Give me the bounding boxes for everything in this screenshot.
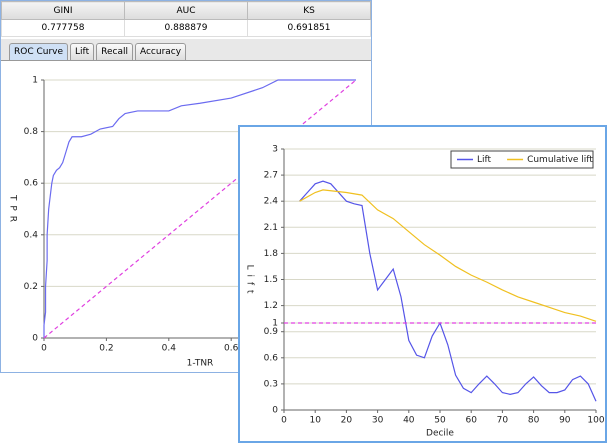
y-axis-label: L i f t [245,265,255,295]
x-tick-label: 0.2 [99,344,113,354]
x-axis-label: Decile [426,429,454,439]
y-tick-label: 2.7 [264,171,278,181]
value-row: 0.777758 0.888879 0.691851 [1,19,371,37]
x-tick-label: 40 [403,416,415,426]
header-cell: GINI [1,1,125,20]
lift-chart: 00.30.60.911.21.51.82.12.42.730 10 20 30 40 5… [245,145,605,439]
y-tick-label: 2.1 [264,223,278,233]
x-tick-label: 0.6 [224,344,239,354]
y-tick-label: 1.8 [264,249,279,259]
x-tick-label: 90 [559,416,571,426]
y-tick-label: 0.9 [264,327,279,337]
x-tick-label: 30 [372,416,384,426]
tab[interactable]: ROC Curve [9,43,69,60]
header-cell: AUC [124,1,248,20]
x-tick-label: 80 [528,416,540,426]
tab-bar: ROC Curve Lift Recall Accuracy [1,39,371,61]
y-tick-label: 0.6 [24,179,39,189]
x-axis-label: 1-TNR [187,359,214,369]
x-tick-label: 10 [309,416,321,426]
y-tick-label: 0.3 [264,379,278,389]
x-tick-label: 100 [587,416,604,426]
series-line [299,189,597,322]
value-cell: 0.777758 [1,19,125,37]
legend-label: Lift [477,155,492,165]
value-cell: 0.888879 [124,19,248,37]
y-tick-label: 0.2 [24,282,38,292]
series-line [299,180,597,402]
x-tick-label: 60 [465,416,477,426]
y-tick-label: 0 [32,334,38,344]
y-tick-label: 0.6 [264,353,279,363]
series-line [43,79,357,339]
tab[interactable]: Lift [70,43,95,60]
x-tick-label: 0 [281,416,287,426]
y-tick-label: 1.2 [264,301,278,311]
x-tick-label: 0 [41,344,47,354]
y-tick-label: 1 [272,319,278,329]
metrics-table: GINI AUC KS 0.777758 0.888879 0.691851 [1,1,371,37]
y-tick-label: 1.5 [264,275,278,285]
tab[interactable]: Accuracy [134,43,187,60]
x-tick-label: 50 [434,416,446,426]
lift-window: 0 0.3 0.6 0.9 1 1.2 1.5 1.8 2.1 2.4 2.7 3 0 10 20 30 40 5… [238,125,607,443]
y-tick-label: 0 [272,406,278,416]
y-tick-label: 0.4 [24,230,39,240]
tab[interactable]: Recall [96,43,133,60]
x-tick-label: 0.4 [162,344,177,354]
y-tick-label: 0.8 [24,127,39,137]
y-tick-label: 2.4 [264,197,279,207]
legend-label: Cumulative lift [527,155,593,165]
header-row: GINI AUC KS [1,1,371,20]
y-tick-label: 1 [32,76,38,86]
y-axis-label: T P R [8,194,18,223]
x-tick-label: 70 [497,416,509,426]
value-cell: 0.691851 [247,19,371,37]
header-cell: KS [247,1,371,20]
series-line [43,79,356,338]
x-tick-label: 20 [341,416,353,426]
y-tick-label: 3 [272,145,278,155]
